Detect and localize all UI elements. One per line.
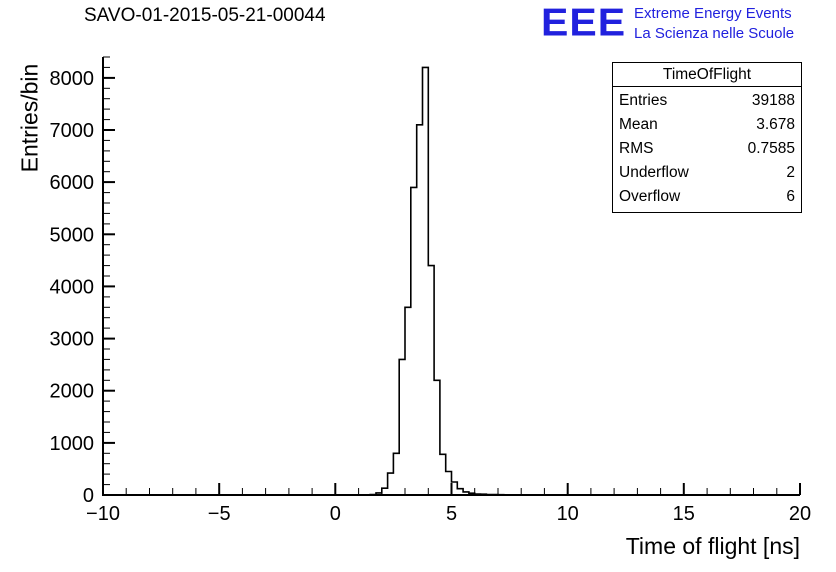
plot-title: SAVO-01-2015-05-21-00044 [84, 5, 326, 26]
eee-logo-text: EEE [541, 0, 627, 44]
y-tick-label: 3000 [50, 329, 95, 351]
y-tick-label: 6000 [50, 172, 95, 194]
y-tick-label: 4000 [50, 276, 95, 298]
x-tick-label: 20 [789, 503, 811, 525]
stats-row-label: Overflow [619, 188, 681, 205]
y-tick-label: 1000 [50, 433, 95, 455]
logo-subtitle-line-2: La Scienza nelle Scuole [634, 25, 795, 42]
stats-row: Underflow 2 [613, 161, 801, 185]
eee-logo-subtitle: Extreme Energy Events La Scienza nelle S… [634, 2, 794, 44]
x-tick-label: 5 [446, 503, 457, 525]
stats-row-value: 0.7585 [747, 140, 795, 157]
histogram-line [369, 66, 517, 496]
x-tick-label: −10 [86, 503, 120, 525]
logo-subtitle-line-1: Extreme Energy Events [634, 5, 792, 22]
stats-row: RMS 0.7585 [613, 137, 801, 161]
stats-row-label: Entries [619, 92, 668, 109]
stats-row-label: RMS [619, 140, 654, 157]
stats-row-value: 6 [786, 188, 795, 205]
x-tick-label: −5 [208, 503, 231, 525]
stats-box-rows: Entries 39188 Mean 3.678 RMS 0.7585 Underflow 2… [613, 87, 801, 212]
eee-logo: EEE Extreme Energy Events La Scienza nel… [541, 2, 794, 44]
y-axis-title: Entries/bin [16, 63, 43, 173]
y-tick-label: 5000 [50, 224, 95, 246]
y-tick-label: 8000 [50, 68, 95, 90]
x-tick-label: 0 [330, 503, 341, 525]
x-axis-title: Time of flight [ns] [625, 533, 800, 559]
stats-row: Overflow 6 [613, 185, 801, 209]
stats-row-value: 39188 [751, 92, 795, 109]
y-tick-label: 2000 [50, 381, 95, 403]
y-tick-label: 0 [83, 485, 94, 507]
stats-row: Mean 3.678 [613, 113, 801, 137]
y-tick-label: 7000 [50, 120, 95, 142]
stats-row: Entries 39188 [613, 89, 801, 113]
stats-box-title: TimeOfFlight [613, 63, 801, 87]
stats-row-label: Underflow [619, 164, 689, 181]
stats-row-label: Mean [619, 116, 658, 133]
stats-row-value: 3.678 [756, 116, 795, 133]
stats-box: TimeOfFlight Entries 39188 Mean 3.678 RMS 0.7… [612, 62, 802, 213]
x-tick-label: 15 [673, 503, 695, 525]
x-tick-label: 10 [557, 503, 579, 525]
stats-row-value: 2 [786, 164, 795, 181]
